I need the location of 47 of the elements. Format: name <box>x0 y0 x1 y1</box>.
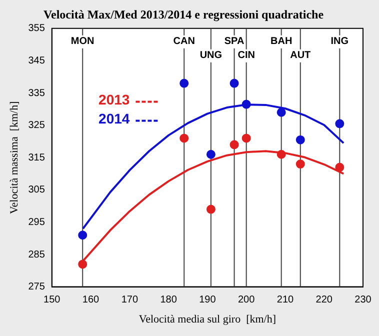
point <box>78 260 88 269</box>
x-tick-label: 180 <box>160 294 178 306</box>
point <box>296 160 305 169</box>
y-tick-label: 335 <box>28 88 46 99</box>
point <box>78 230 88 240</box>
x-tick-label: 200 <box>238 294 256 306</box>
point <box>276 150 286 159</box>
ref-line-label: BAH <box>270 36 292 48</box>
point <box>242 100 251 109</box>
y-tick-label: 325 <box>28 120 46 132</box>
ref-line-label: CIN <box>238 50 255 62</box>
ref-line-label: CAN <box>173 36 195 48</box>
x-axis-title: Velocità media sul giro [km/h] <box>138 313 276 326</box>
y-tick-label: 295 <box>28 216 46 228</box>
x-tick-label: 220 <box>316 294 333 306</box>
x-tick-label: 150 <box>44 294 61 306</box>
point <box>242 134 251 143</box>
point <box>230 140 239 150</box>
ref-line-label: AUT <box>290 50 311 62</box>
x-tick-label: 190 <box>199 294 216 306</box>
point <box>230 78 239 88</box>
point <box>296 135 305 144</box>
y-tick-label: 355 <box>28 23 46 34</box>
legend-label: 2014 <box>98 110 130 127</box>
y-tick-label: 305 <box>28 184 46 196</box>
ref-line-label: UNG <box>200 50 222 62</box>
chart-title: Velocità Max/Med 2013/2014 e regressioni quadratiche <box>43 7 324 22</box>
point <box>180 78 189 88</box>
ref-line-label: SPA <box>224 36 244 48</box>
x-tick-label: 210 <box>276 294 294 306</box>
point <box>206 150 216 159</box>
point <box>180 134 189 143</box>
point <box>335 119 344 128</box>
ref-line-label: MON <box>70 36 94 48</box>
point <box>206 204 216 214</box>
legend-label: 2013 <box>98 92 130 108</box>
x-tick-label: 230 <box>354 294 372 306</box>
y-tick-label: 285 <box>28 249 46 260</box>
point <box>335 162 344 172</box>
y-tick-label: 275 <box>28 282 46 293</box>
y-tick-label: 345 <box>28 55 46 66</box>
ref-line-label: ING <box>330 36 349 48</box>
x-tick-label: 170 <box>121 294 138 306</box>
point <box>276 108 286 117</box>
x-tick-label: 160 <box>82 294 100 306</box>
y-axis-title: Velocità massima [km/h] <box>8 101 20 214</box>
y-tick-label: 315 <box>28 152 46 164</box>
